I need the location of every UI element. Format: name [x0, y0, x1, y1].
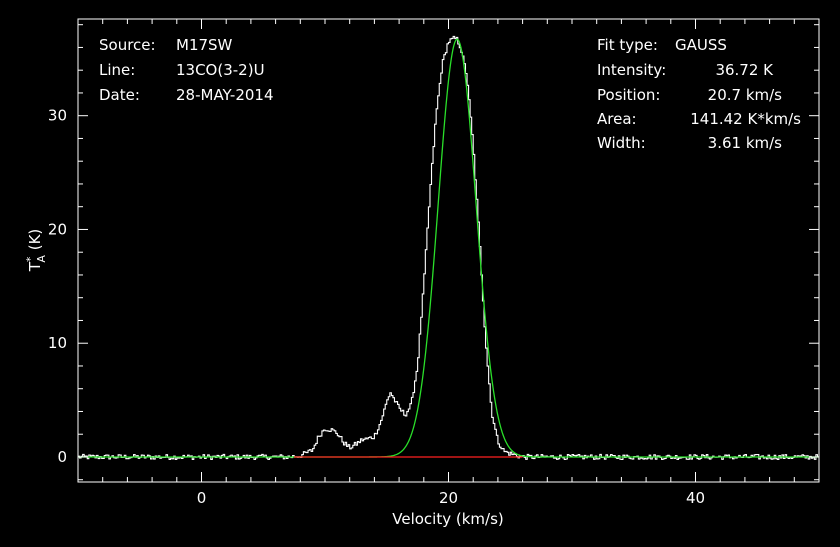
y-axis-label: T*A (K) — [24, 229, 48, 273]
y-tick-label: 20 — [48, 220, 67, 238]
info-source-key: Source: — [99, 36, 156, 54]
info-area-value: 141.42 K*km/s — [690, 110, 801, 128]
info-date-key: Date: — [99, 86, 140, 104]
info-position-key: Position: — [597, 86, 660, 104]
axis-tick-labels: 0 20 40 0 10 20 30 — [48, 107, 705, 507]
x-tick-label: 20 — [439, 489, 458, 507]
info-position-value: 20.7 km/s — [708, 86, 783, 104]
gaussian-fit-series — [78, 38, 819, 458]
svg-text:T*A (K): T*A (K) — [24, 229, 48, 273]
info-left-panel: Source: M17SW Line: 13CO(3-2)U Date: 28-… — [99, 36, 274, 104]
y-tick-label: 10 — [48, 334, 67, 352]
info-fit-type-key: Fit type: — [597, 36, 658, 54]
info-line-key: Line: — [99, 61, 135, 79]
y-axis-label-main: T — [26, 261, 44, 272]
info-right-panel: Fit type: GAUSS Intensity: 36.72 K Posit… — [597, 36, 801, 152]
info-intensity-value: 36.72 K — [715, 61, 774, 79]
info-area-key: Area: — [597, 110, 637, 128]
info-intensity-key: Intensity: — [597, 61, 666, 79]
y-axis-label-sup: * — [24, 256, 37, 262]
info-width-key: Width: — [597, 134, 646, 152]
x-tick-label: 0 — [197, 489, 207, 507]
y-axis-label-sub: A — [35, 255, 48, 263]
x-tick-label: 40 — [686, 489, 705, 507]
axis-ticks — [77, 19, 820, 482]
y-tick-label: 0 — [57, 448, 67, 466]
info-source-value: M17SW — [176, 36, 233, 54]
info-date-value: 28-MAY-2014 — [176, 86, 274, 104]
info-line-value: 13CO(3-2)U — [176, 61, 265, 79]
chart-marks — [78, 35, 819, 461]
x-axis-label: Velocity (km/s) — [392, 510, 503, 528]
y-axis-label-rest: (K) — [26, 229, 44, 255]
info-width-value: 3.61 km/s — [708, 134, 783, 152]
y-tick-label: 30 — [48, 107, 67, 125]
info-fit-type-value: GAUSS — [675, 36, 727, 54]
